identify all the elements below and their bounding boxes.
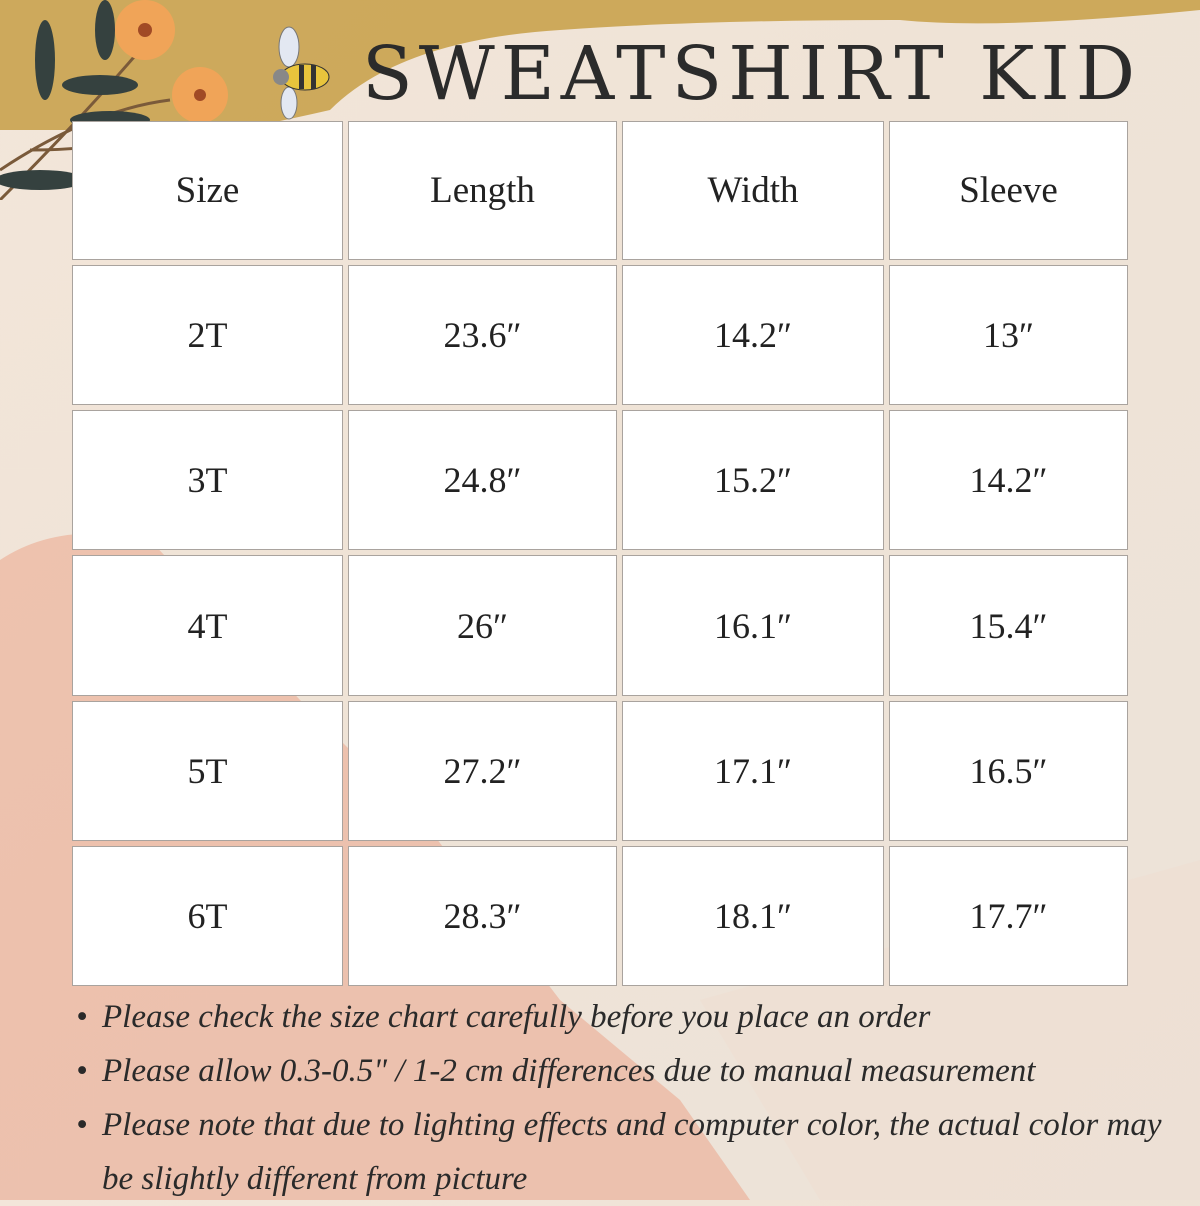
table-header-cell: Length	[348, 121, 617, 260]
table-cell: 14.2″	[622, 265, 884, 405]
table-cell: 16.1″	[622, 555, 884, 696]
gold-watercolor-background	[0, 0, 1200, 130]
table-cell: 2T	[72, 265, 343, 405]
table-cell: 4T	[72, 555, 343, 696]
table-header-cell: Sleeve	[889, 121, 1128, 260]
table-cell: 6T	[72, 846, 343, 986]
table-cell: 15.4″	[889, 555, 1128, 696]
table-cell: 14.2″	[889, 410, 1128, 550]
table-header-cell: Width	[622, 121, 884, 260]
table-cell: 17.7″	[889, 846, 1128, 986]
table-cell: 13″	[889, 265, 1128, 405]
table-cell: 28.3″	[348, 846, 617, 986]
table-cell: 18.1″	[622, 846, 884, 986]
table-cell: 24.8″	[348, 410, 617, 550]
table-cell: 5T	[72, 701, 343, 841]
table-cell: 27.2″	[348, 701, 617, 841]
table-cell: 3T	[72, 410, 343, 550]
table-cell: 17.1″	[622, 701, 884, 841]
table-cell: 16.5″	[889, 701, 1128, 841]
table-header-cell: Size	[72, 121, 343, 260]
note-item: Please check the size chart carefully be…	[76, 990, 1186, 1044]
table-cell: 15.2″	[622, 410, 884, 550]
notes-list: Please check the size chart carefully be…	[76, 990, 1186, 1206]
note-item: Please note that due to lighting effects…	[76, 1098, 1186, 1206]
note-item: Please allow 0.3-0.5" / 1-2 cm differenc…	[76, 1044, 1186, 1098]
page-title: SWEATSHIRT KID	[362, 31, 1142, 117]
table-cell: 26″	[348, 555, 617, 696]
bee-illustration	[273, 26, 330, 120]
table-cell: 23.6″	[348, 265, 617, 405]
